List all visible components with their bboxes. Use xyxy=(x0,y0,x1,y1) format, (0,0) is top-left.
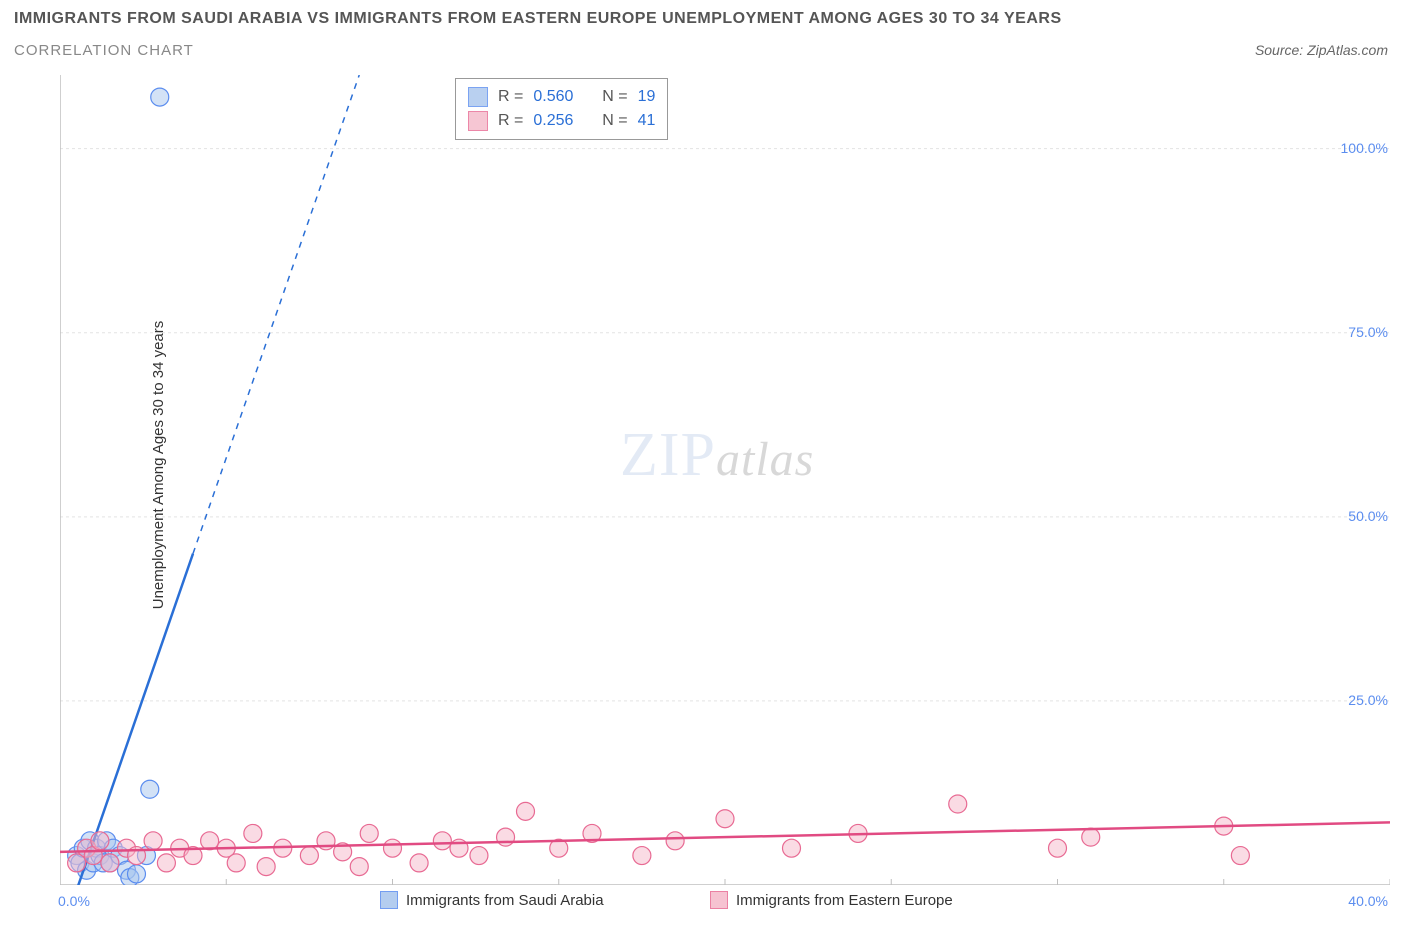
legend-item: Immigrants from Eastern Europe xyxy=(710,891,953,909)
legend-swatch xyxy=(710,891,728,909)
x-tick-label: 0.0% xyxy=(58,893,90,909)
y-tick-label: 75.0% xyxy=(1348,324,1388,340)
stats-r-eq: R = xyxy=(498,109,523,133)
watermark: ZIPatlas xyxy=(620,420,814,491)
stats-r-value: 0.560 xyxy=(533,85,573,109)
watermark-zip: ZIP xyxy=(620,421,716,489)
legend-swatch xyxy=(380,891,398,909)
stats-n-eq: N = xyxy=(602,109,627,133)
stats-n-value: 41 xyxy=(638,109,656,133)
chart-container: IMMIGRANTS FROM SAUDI ARABIA VS IMMIGRAN… xyxy=(0,0,1406,930)
stats-r-value: 0.256 xyxy=(533,109,573,133)
y-tick-label: 50.0% xyxy=(1348,508,1388,524)
watermark-atlas: atlas xyxy=(716,433,814,486)
chart-subtitle: CORRELATION CHART xyxy=(14,42,194,59)
stats-row: R = 0.560 N = 19 xyxy=(468,85,655,109)
stats-swatch xyxy=(468,87,488,107)
correlation-stats-box: R = 0.560 N = 19R = 0.256 N = 41 xyxy=(455,78,668,140)
stats-row: R = 0.256 N = 41 xyxy=(468,109,655,133)
legend-label: Immigrants from Saudi Arabia xyxy=(406,892,604,909)
stats-n-value: 19 xyxy=(638,85,656,109)
y-tick-label: 100.0% xyxy=(1341,140,1388,156)
stats-n-eq: N = xyxy=(602,85,627,109)
chart-title: IMMIGRANTS FROM SAUDI ARABIA VS IMMIGRAN… xyxy=(14,10,1062,28)
legend-item: Immigrants from Saudi Arabia xyxy=(380,891,604,909)
legend-label: Immigrants from Eastern Europe xyxy=(736,892,953,909)
y-tick-label: 25.0% xyxy=(1348,692,1388,708)
source-label: Source: ZipAtlas.com xyxy=(1255,42,1388,58)
stats-r-eq: R = xyxy=(498,85,523,109)
stats-swatch xyxy=(468,111,488,131)
x-tick-label: 40.0% xyxy=(1348,893,1388,909)
